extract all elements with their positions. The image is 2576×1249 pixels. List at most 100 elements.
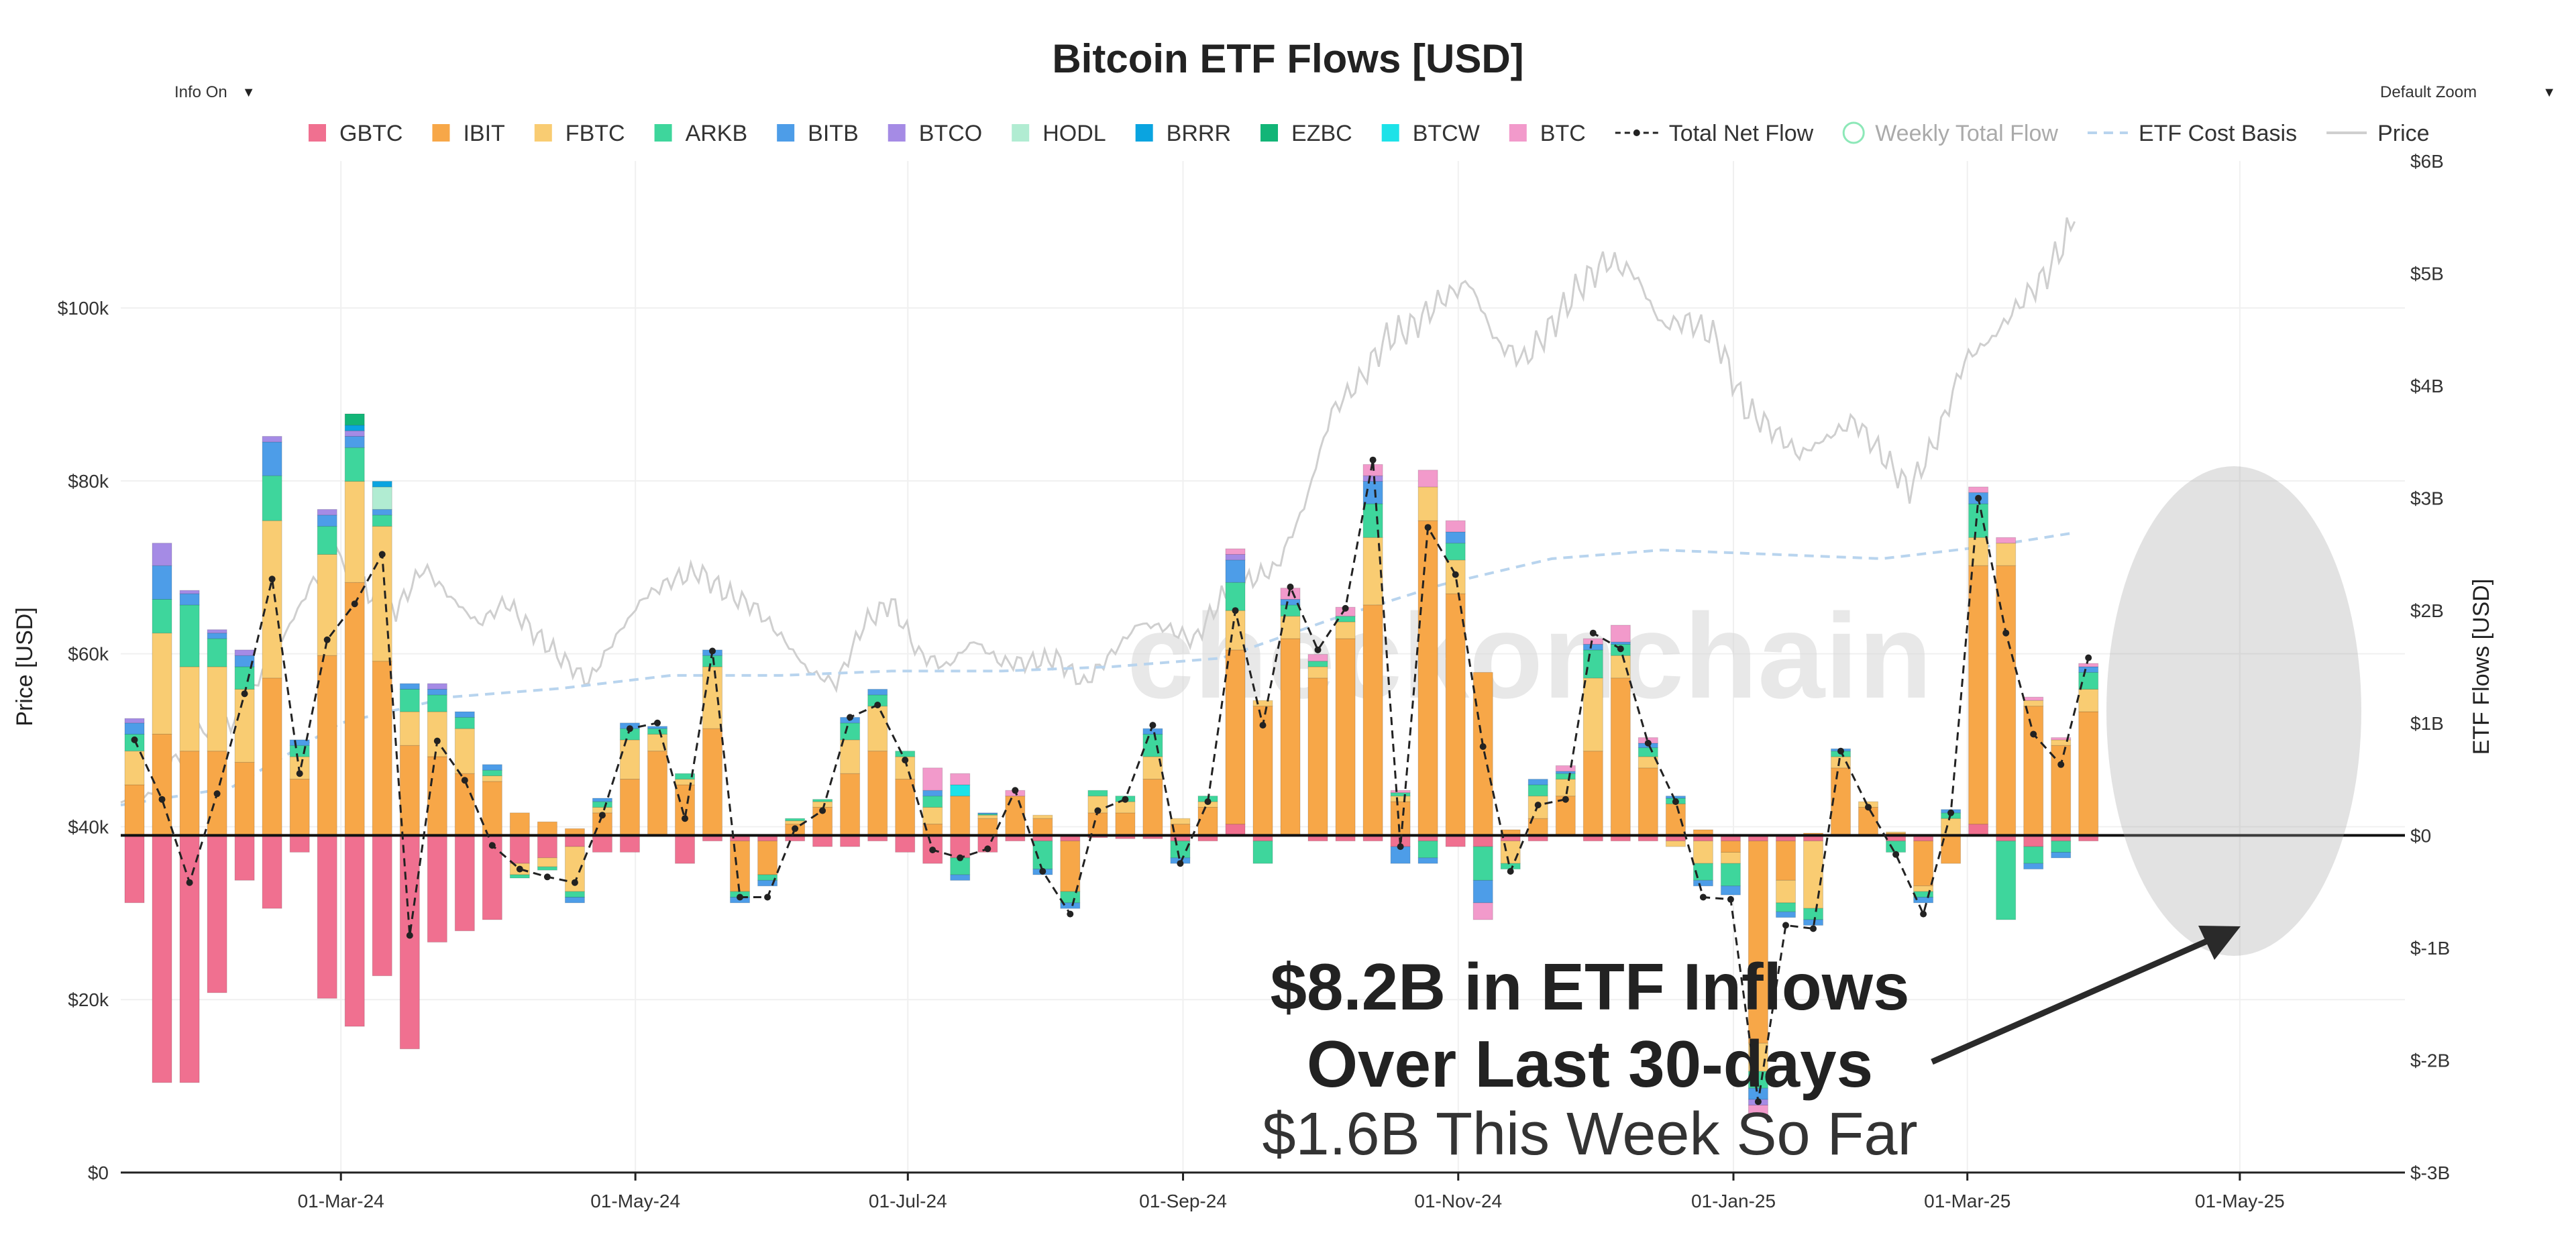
bar-ibit	[1776, 840, 1796, 881]
bar-hodl	[372, 486, 392, 510]
bar-bitb	[1913, 897, 1934, 904]
bar-gbtc	[1225, 824, 1246, 836]
net-flow-point	[1452, 571, 1459, 578]
bar-ibit	[1280, 638, 1301, 836]
bar-ibit	[1472, 671, 1493, 836]
bar-ibit	[1307, 677, 1328, 836]
net-flow-point	[598, 812, 606, 819]
bar-bitb	[1472, 879, 1493, 904]
bar-ibit	[482, 781, 502, 836]
bar-btc	[2023, 696, 2044, 701]
bar-ibit	[1390, 801, 1411, 836]
net-flow-point	[323, 636, 331, 643]
bar-fbtc	[1941, 818, 1962, 836]
bar-arkb	[950, 857, 971, 875]
legend-label-ezbc: EZBC	[1291, 121, 1352, 146]
zoom-select[interactable]: Default Zoom ▼	[2368, 71, 2568, 114]
bar-arkb	[785, 818, 806, 822]
bar-btc	[1225, 548, 1246, 555]
bar-bitb	[1527, 779, 1548, 785]
bars-layer	[124, 413, 2099, 1117]
bar-btc	[1748, 1105, 1768, 1117]
bar-arkb	[1776, 902, 1796, 912]
legend-label-price: Price	[2377, 121, 2429, 146]
bar-btc	[2051, 737, 2072, 741]
legend-swatch-weekly-total-flow	[1842, 121, 1865, 144]
bar-arkb	[1748, 1071, 1768, 1089]
net-flow-point	[1149, 722, 1157, 729]
net-flow-point	[957, 854, 964, 861]
bar-arkb	[289, 745, 310, 757]
legend-label-btcw: BTCW	[1413, 121, 1480, 146]
bar-bitb	[344, 436, 365, 448]
bar-ibit	[1582, 751, 1603, 836]
bar-fbtc	[482, 775, 502, 782]
bar-gbtc	[289, 834, 310, 853]
net-flow-point	[213, 790, 221, 798]
bar-ibit	[262, 677, 282, 836]
bar-arkb	[179, 604, 200, 667]
bar-fbtc	[152, 633, 172, 735]
bar-btc	[1582, 638, 1603, 645]
bar-bitb	[2023, 863, 2044, 870]
bar-arkb	[262, 475, 282, 521]
legend-label-etf-cost-basis: ETF Cost Basis	[2139, 121, 2297, 146]
bar-arkb	[1445, 543, 1466, 561]
bar-gbtc	[895, 834, 916, 853]
net-flow-point	[488, 842, 496, 849]
bar-gbtc	[1968, 824, 1989, 836]
legend-swatch-bitb	[777, 124, 795, 142]
bar-ibit	[977, 818, 998, 836]
bar-ibit	[840, 773, 861, 836]
annotation-arrow	[1931, 926, 2241, 1065]
bar-fbtc	[1665, 840, 1686, 847]
chevron-down-icon: ▼	[241, 85, 256, 100]
net-flow-point	[378, 551, 386, 558]
bar-arkb	[1032, 840, 1053, 870]
bar-ibit	[1060, 840, 1081, 892]
bar-fbtc	[344, 481, 365, 583]
bar-bitb	[977, 812, 998, 815]
bar-gbtc	[537, 834, 557, 859]
bar-gbtc	[262, 834, 282, 909]
bar-ibit	[1362, 604, 1383, 836]
net-flow-point	[1920, 910, 1927, 918]
bar-arkb	[1472, 846, 1493, 881]
bar-arkb	[1225, 582, 1246, 611]
bar-bitb	[179, 593, 200, 606]
net-flow-point	[984, 845, 991, 853]
net-flow-point	[268, 576, 276, 583]
bar-bitb	[1445, 531, 1466, 544]
bar-ibit	[675, 784, 695, 836]
legend-label-total-net-flow: Total Net Flow	[1669, 121, 1814, 146]
bar-btc	[922, 767, 943, 791]
net-flow-point	[1122, 796, 1129, 803]
zoom-select-label: Default Zoom	[2380, 83, 2477, 101]
bar-fbtc	[262, 520, 282, 679]
legend-label-ibit: IBIT	[463, 121, 504, 146]
bar-ibit	[399, 745, 420, 836]
bar-btc	[1968, 486, 1989, 493]
annotation-weekly: $1.6B This Week So Far	[1262, 1101, 1918, 1168]
bar-bitb	[757, 879, 778, 887]
bar-fbtc	[867, 706, 888, 752]
bar-fbtc	[619, 739, 640, 780]
bar-fbtc	[234, 689, 255, 763]
bar-gbtc	[2023, 834, 2044, 847]
bar-fbtc	[1720, 852, 1741, 864]
y-left-axis-title: Price [USD]	[12, 607, 38, 726]
bar-bitb	[399, 683, 420, 690]
legend-swatch-btcw	[1381, 124, 1399, 142]
bar-btc	[1610, 624, 1631, 643]
net-flow-point	[764, 893, 771, 901]
bar-gbtc	[372, 834, 392, 977]
info-toggle[interactable]: Info On ▼	[161, 71, 282, 114]
y-right-tick-label: $3B	[2410, 488, 2444, 509]
bar-arkb	[1720, 863, 1741, 887]
bar-ibit	[1996, 565, 2017, 836]
y-right-tick-label: $2B	[2410, 600, 2444, 621]
bar-arkb	[344, 447, 365, 482]
bar-arkb	[317, 526, 337, 555]
bar-arkb	[922, 796, 943, 808]
